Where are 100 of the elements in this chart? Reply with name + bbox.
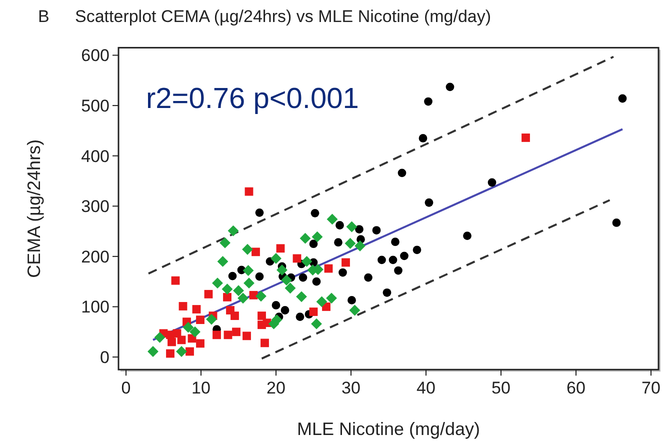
point (196, 339, 204, 348)
point (233, 285, 244, 296)
point (334, 238, 342, 247)
x-axis-title: MLE Nicotine (mg/day) (296, 419, 480, 439)
point (348, 296, 356, 304)
point (232, 328, 240, 336)
point (228, 225, 239, 236)
point (312, 277, 321, 286)
point (238, 292, 248, 304)
point (230, 312, 239, 320)
point (260, 338, 269, 348)
point (224, 330, 232, 340)
point (382, 288, 392, 297)
point (177, 336, 186, 344)
y-tick-label: 400 (81, 146, 110, 166)
point (256, 290, 266, 302)
point (364, 273, 372, 282)
point (178, 302, 188, 310)
point (301, 256, 312, 267)
annotation: r2=0.76 p<0.001 (146, 83, 359, 115)
point (488, 178, 496, 187)
x-tick-label: 30 (342, 378, 360, 398)
x-tick-label: 20 (266, 378, 286, 398)
point (276, 264, 288, 276)
point (394, 266, 402, 275)
point (242, 332, 251, 340)
point (398, 168, 406, 178)
point (284, 282, 296, 294)
point (300, 232, 311, 244)
point (336, 221, 344, 230)
point (388, 256, 398, 264)
point (346, 221, 358, 232)
point (242, 265, 254, 276)
text: B (38, 7, 50, 26)
point (342, 258, 350, 267)
point (311, 318, 322, 330)
point (276, 244, 285, 253)
point (522, 134, 530, 142)
point (378, 256, 386, 264)
point (228, 272, 237, 280)
point (309, 240, 318, 248)
point (412, 246, 422, 254)
point (326, 292, 337, 304)
point (148, 346, 158, 357)
point (166, 349, 174, 358)
point (190, 326, 200, 338)
chart-title: Scatterplot CEMA (µg/24hrs) vs MLE Nicotine (mg/day) (75, 7, 492, 26)
point (324, 264, 333, 273)
point (223, 292, 232, 302)
point (196, 316, 204, 324)
point (292, 254, 302, 263)
y-axis-title: CEMA (µg/24hrs) (24, 139, 44, 278)
point (312, 231, 323, 242)
y-tick-label: 200 (81, 247, 110, 266)
point (249, 290, 258, 300)
point (296, 312, 304, 321)
x-tick-label: 10 (192, 378, 210, 398)
point (463, 232, 472, 240)
point (344, 238, 356, 249)
point (309, 308, 318, 316)
y-tick-label: 300 (81, 197, 110, 216)
point (220, 237, 230, 248)
point (424, 198, 434, 207)
point (204, 290, 213, 298)
point (255, 208, 264, 217)
y-tick-label: 100 (81, 298, 110, 317)
point (418, 134, 428, 142)
y-tick-label: 600 (81, 46, 110, 66)
point (176, 346, 187, 357)
point (258, 312, 266, 320)
point (186, 347, 194, 356)
point (338, 268, 347, 277)
point (424, 97, 432, 106)
point (244, 187, 254, 196)
point (316, 296, 328, 308)
point (446, 82, 454, 92)
point (154, 332, 166, 343)
x-tick-label: 70 (642, 378, 660, 398)
point (252, 248, 260, 256)
point (349, 304, 360, 316)
point (182, 322, 194, 333)
point (400, 252, 408, 260)
point (280, 306, 290, 314)
point (212, 278, 223, 289)
point (612, 218, 621, 227)
point (171, 276, 180, 285)
y-tick-label: 0 (100, 348, 110, 368)
point (242, 244, 253, 255)
point (206, 314, 217, 325)
point (298, 273, 308, 282)
point (354, 240, 366, 252)
point (272, 301, 280, 310)
point (281, 274, 292, 286)
point (192, 305, 201, 314)
x-tick-label: 60 (566, 378, 586, 398)
point (255, 272, 264, 281)
point (217, 256, 228, 267)
point (296, 291, 307, 302)
point (270, 252, 282, 264)
point (372, 226, 381, 234)
